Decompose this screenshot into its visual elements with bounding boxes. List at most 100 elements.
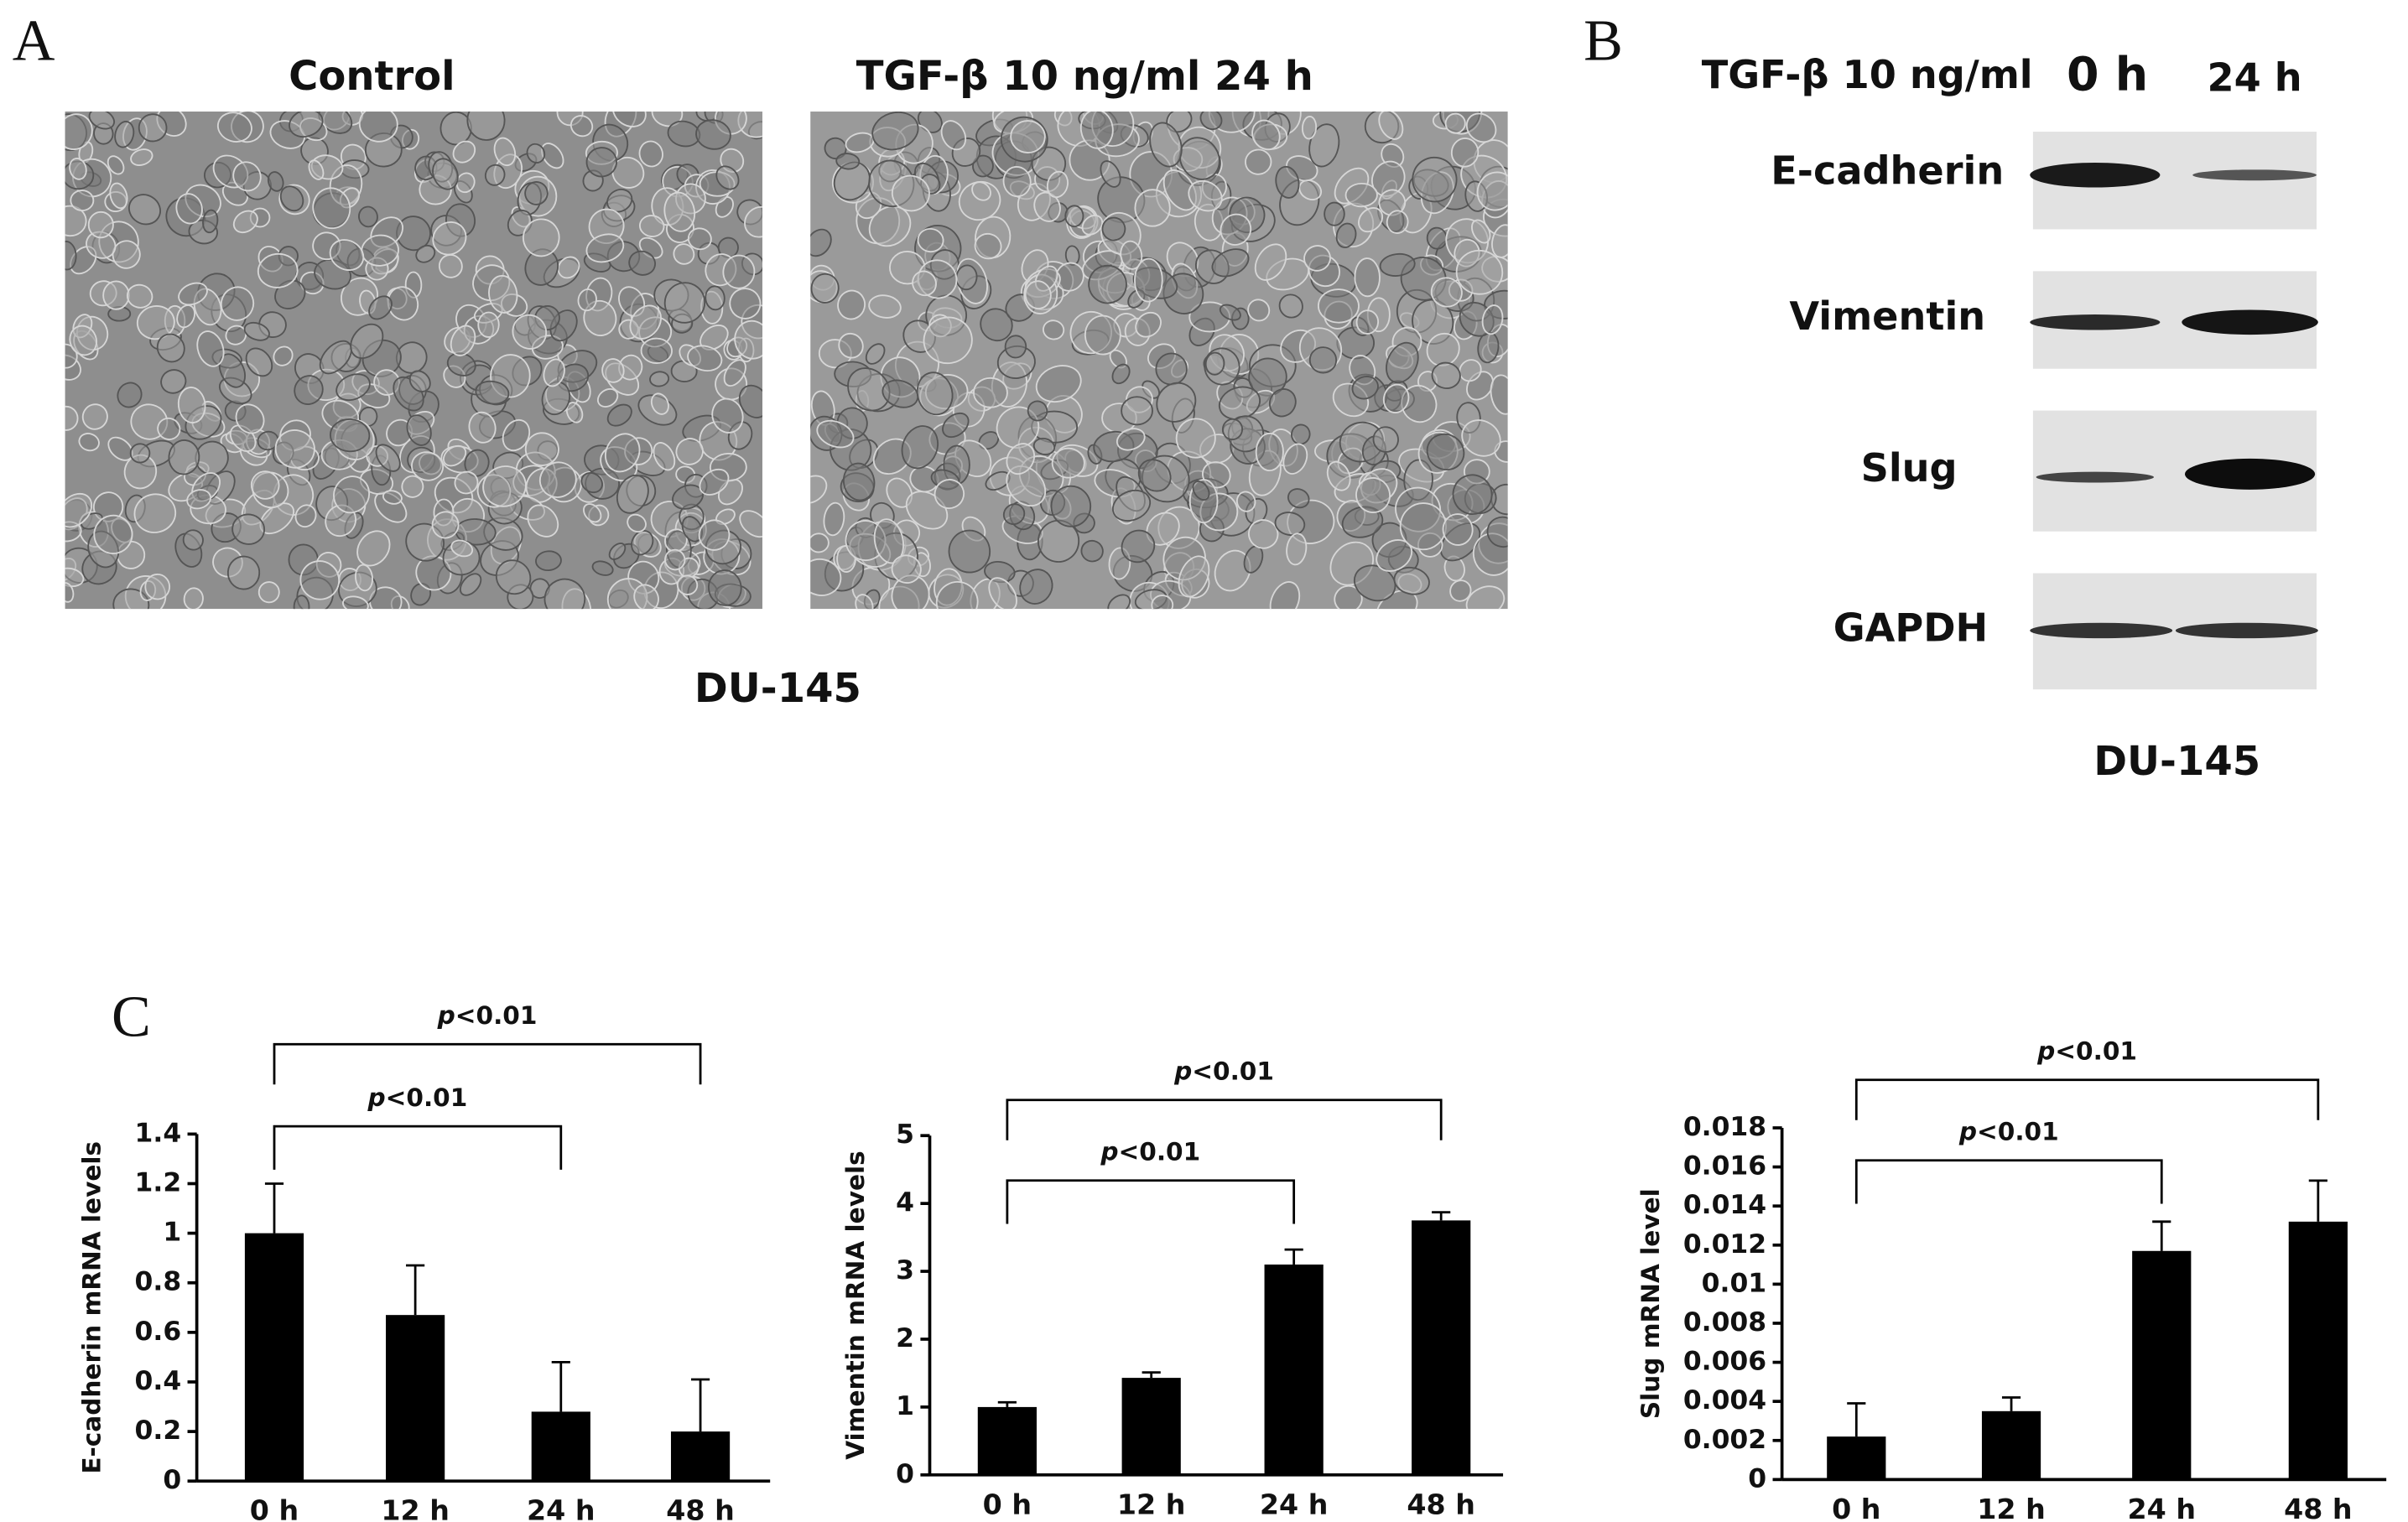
bar-chart: 0 1 2 3 4 5 Vimentin mRNA levels 0 h 12 h 24 h 48 … [841,1057,1504,1520]
cell [65,492,93,528]
cell [585,147,618,178]
cell [1178,555,1210,598]
cell [484,164,506,186]
cell [591,560,614,576]
cell [257,252,299,288]
bar [1827,1436,1886,1480]
cell [974,232,1002,260]
cell [824,137,847,160]
cell [585,233,625,263]
cell [231,513,266,545]
cell [177,387,206,423]
cell [855,594,874,610]
italic-part: p [1173,1057,1192,1085]
cell [524,181,549,205]
cell [524,432,559,466]
cell [577,288,597,312]
cell [1442,513,1474,546]
y-tick-label: 0.2 [135,1416,182,1446]
cell [1134,257,1163,303]
cell [232,161,262,192]
cell [1426,433,1465,471]
cell [1116,428,1146,451]
cell [432,158,459,190]
cell [245,347,273,377]
x-tick-label: 12 h [381,1494,450,1522]
error-bar [264,1182,284,1234]
cell [1386,341,1419,384]
cell [606,403,632,427]
x-tick-label: 12 h [1117,1488,1186,1520]
western-blot [2030,132,2318,690]
cell [1156,382,1197,423]
cell [226,555,261,590]
cell [1344,182,1378,208]
cell [1255,432,1284,472]
cell [168,439,200,475]
cell [1465,112,1497,143]
cell [274,429,315,469]
error-bar [2001,1396,2021,1411]
significance-bracket [273,1042,702,1085]
cell [616,474,649,514]
cell [543,358,565,387]
cell [916,371,954,416]
cell [882,379,919,408]
cell [65,113,93,150]
cell [1355,309,1380,335]
cell [1019,569,1053,605]
cell [1355,477,1391,513]
cell [112,588,150,610]
cell [136,305,175,340]
cell [450,325,476,356]
cell [687,345,723,372]
significance-label: p<0.01 [1173,1057,1274,1085]
cell [651,112,684,127]
error-bar [551,1360,570,1412]
cell [842,462,876,501]
error-bar [1432,1211,1451,1221]
cell [891,174,930,212]
cell [183,587,204,610]
text-part: <0.01 [1977,1117,2059,1145]
y-tick-label: 0 [163,1465,181,1495]
cell [565,402,584,423]
cell [1298,179,1323,200]
cell [1002,503,1026,526]
cell [847,367,891,412]
cell [601,358,625,383]
bar [670,1431,731,1482]
cell [81,403,108,430]
cell [1010,120,1046,153]
cell [1308,346,1338,374]
significance-bracket [1006,1099,1443,1140]
y-tick-label: 0.01 [1702,1268,1766,1298]
error-bar [1284,1248,1303,1265]
significance-label: p<0.01 [2036,1036,2137,1065]
cell [1188,179,1223,212]
cell [663,282,706,324]
cell [175,193,203,225]
bar [386,1315,445,1482]
cell [923,316,973,365]
cell [810,228,832,257]
y-tick-label: 0.014 [1683,1190,1766,1220]
bar [977,1406,1037,1475]
cell [631,530,654,556]
cell [917,227,944,253]
cell [156,333,185,363]
cell [1211,248,1250,278]
protein-label: Slug [1861,445,1958,491]
cell [1134,189,1171,227]
cell [835,153,861,170]
significance-bracket [1006,1179,1296,1224]
cell [368,295,393,320]
cell [640,337,673,364]
cell [942,412,970,439]
cell [218,353,247,388]
cell [442,444,467,467]
cell [406,414,432,446]
cell [65,582,75,603]
cell [1064,205,1084,228]
protein-label: Vimentin [1789,293,1985,339]
